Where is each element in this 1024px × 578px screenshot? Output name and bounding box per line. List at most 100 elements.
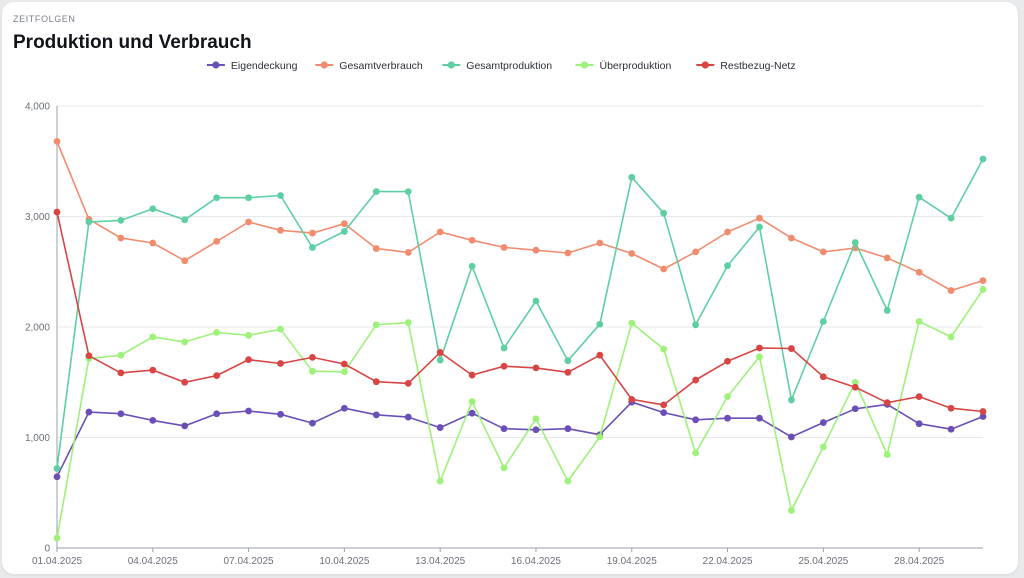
data-point	[245, 331, 252, 339]
series-line	[56, 158, 984, 469]
data-point	[915, 268, 923, 276]
series-line	[56, 211, 984, 413]
data-point	[692, 376, 700, 384]
data-point	[149, 366, 157, 374]
legend-item-eigendeckung[interactable]: Eigendeckung	[206, 60, 298, 72]
data-point	[436, 228, 444, 236]
data-point	[181, 378, 189, 386]
x-tick-label: 22.04.2025	[703, 556, 753, 567]
x-tick-label: 19.04.2025	[607, 556, 657, 567]
data-point	[372, 188, 380, 196]
y-tick-label: 0	[44, 544, 50, 555]
data-point	[149, 205, 157, 213]
data-point	[277, 325, 284, 333]
data-point	[532, 297, 540, 305]
data-point	[245, 194, 252, 202]
legend[interactable]: Eigendeckung Gesamtverbrauch Gesamtprodukt…	[206, 60, 796, 72]
data-point	[756, 344, 763, 352]
legend-label: Restbezug-Netz	[720, 60, 795, 72]
data-point	[340, 368, 348, 376]
data-point	[819, 419, 827, 426]
data-point	[883, 254, 891, 262]
x-tick-label: 25.04.2025	[798, 556, 848, 567]
data-point	[628, 395, 636, 403]
data-point	[979, 277, 987, 284]
legend-swatch-dot	[447, 61, 455, 69]
data-point	[851, 239, 859, 246]
data-point	[756, 214, 763, 222]
data-point	[468, 236, 476, 244]
data-point	[915, 393, 923, 401]
data-point	[149, 333, 157, 341]
data-point	[340, 220, 348, 228]
data-point	[915, 193, 923, 201]
legend-item-gesamtverbrauch[interactable]: Gesamtverbrauch	[315, 60, 423, 72]
data-point	[979, 408, 987, 415]
data-point	[596, 351, 604, 359]
data-point	[404, 413, 412, 421]
data-point	[309, 244, 316, 251]
data-point	[851, 378, 859, 386]
data-point	[596, 239, 604, 247]
legend-item-überproduktion[interactable]: Überproduktion	[575, 60, 672, 72]
legend-item-gesamtproduktion[interactable]: Gesamtproduktion	[442, 60, 552, 72]
data-point	[117, 351, 125, 359]
data-point	[596, 320, 604, 328]
data-point	[947, 333, 955, 341]
legend-label: Überproduktion	[600, 60, 672, 72]
series-gesamtverbrauch	[53, 137, 987, 294]
data-point	[181, 257, 189, 265]
data-point	[819, 373, 827, 381]
x-tick-label: 10.04.2025	[319, 556, 369, 567]
data-point	[404, 379, 412, 387]
data-point	[724, 393, 731, 401]
data-point	[404, 188, 412, 196]
data-point	[819, 248, 827, 256]
data-point	[564, 477, 572, 485]
y-tick-label: 4,000	[25, 102, 50, 113]
data-point	[724, 262, 731, 270]
data-point	[309, 229, 316, 237]
data-point	[788, 433, 795, 441]
data-point	[883, 307, 891, 314]
data-point	[724, 357, 731, 365]
data-point	[628, 173, 636, 181]
data-point	[819, 318, 827, 325]
data-point	[756, 353, 763, 361]
data-point	[53, 534, 61, 542]
legend-swatch-dot	[580, 61, 589, 69]
series-gesamtproduktion	[53, 155, 987, 472]
data-point	[979, 413, 987, 420]
data-point	[340, 228, 348, 235]
data-point	[500, 425, 508, 433]
y-tick-label: 3,000	[25, 212, 50, 223]
data-point	[564, 425, 572, 433]
data-point	[883, 399, 891, 407]
data-point	[500, 362, 508, 370]
data-point	[404, 319, 412, 326]
data-point	[883, 451, 891, 459]
data-point	[532, 415, 540, 423]
legend-item-restbezug-netz[interactable]: Restbezug-Netz	[696, 60, 796, 72]
data-point	[788, 396, 795, 404]
legend-label: Gesamtproduktion	[466, 60, 552, 72]
data-point	[756, 414, 763, 422]
data-point	[532, 364, 540, 372]
series-eigendeckung	[53, 398, 987, 481]
data-point	[692, 416, 700, 424]
data-point	[628, 319, 636, 327]
data-point	[660, 265, 668, 273]
data-point	[468, 409, 476, 417]
data-point	[309, 367, 316, 375]
data-point	[692, 321, 700, 329]
data-point	[117, 410, 125, 418]
data-point	[53, 208, 61, 216]
data-point	[213, 410, 221, 418]
chart-title: Produktion und Verbrauch	[13, 32, 252, 53]
data-point	[149, 239, 157, 247]
data-point	[915, 420, 923, 428]
data-point	[245, 407, 252, 415]
data-point	[53, 137, 61, 145]
legend-swatch-dot	[320, 61, 328, 69]
